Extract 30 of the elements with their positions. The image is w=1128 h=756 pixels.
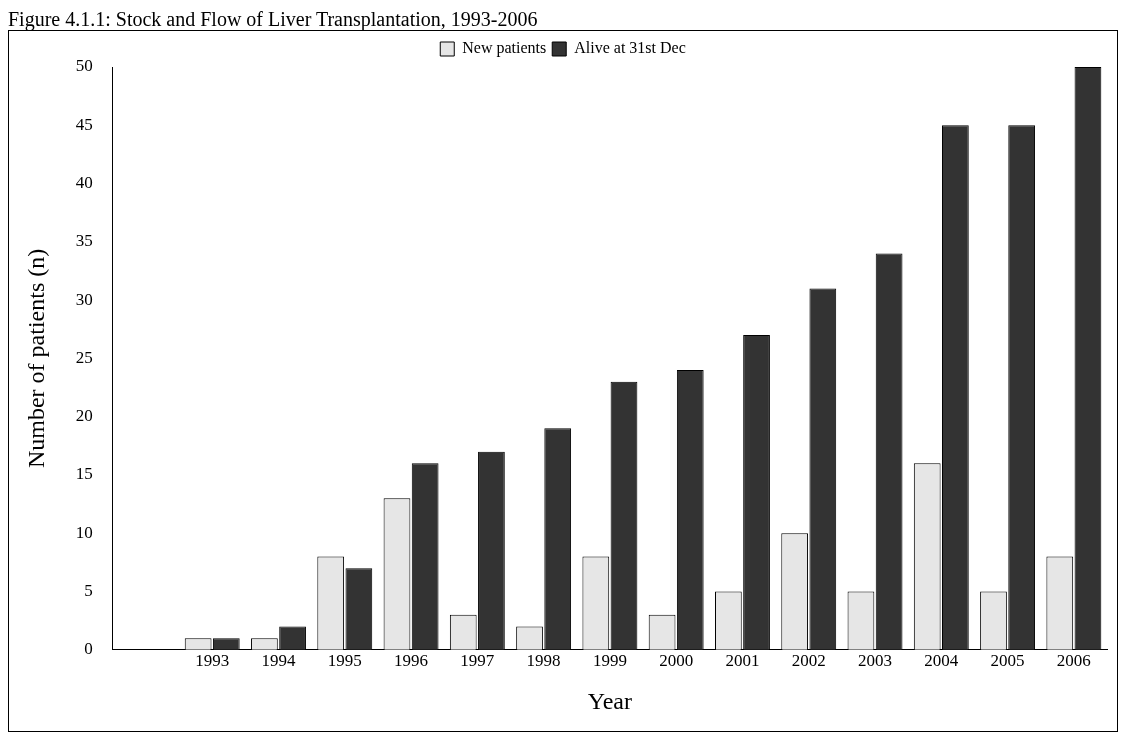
y-tick-label: 30 — [75, 289, 93, 309]
y-axis-title: Number of patients (n) — [22, 248, 49, 469]
chart-title: Figure 4.1.1: Stock and Flow of Liver Transplantation, 1993-2006 — [8, 8, 539, 30]
x-axis-title: Year — [587, 687, 633, 714]
y-tick-label: 0 — [84, 639, 93, 659]
x-tick-label: 2004 — [924, 651, 959, 671]
legend-label: Alive at 31st Dec — [574, 39, 686, 57]
x-tick-label: 2000 — [659, 651, 694, 671]
y-tick-label: 5 — [84, 580, 93, 600]
x-tick-label: 1995 — [327, 651, 362, 671]
x-tick-label: 2001 — [725, 651, 760, 671]
x-tick-label: 1998 — [526, 651, 561, 671]
y-tick-label: 15 — [75, 464, 93, 484]
y-tick-label: 50 — [75, 56, 93, 76]
y-tick-label: 35 — [75, 231, 93, 251]
legend-label: New patients — [462, 39, 547, 58]
x-tick-label: 1996 — [394, 651, 429, 671]
y-tick-label: 20 — [75, 406, 93, 426]
x-tick-label: 2002 — [791, 651, 826, 671]
y-tick-label: 10 — [75, 522, 93, 542]
x-tick-label: 2003 — [858, 651, 893, 671]
y-tick-label: 25 — [75, 347, 93, 367]
y-tick-label: 45 — [75, 114, 93, 134]
x-tick-label: 1994 — [261, 651, 296, 671]
x-tick-label: 1997 — [460, 651, 495, 671]
x-tick-label: 2006 — [1056, 651, 1091, 671]
x-tick-label: 1993 — [195, 651, 230, 671]
x-tick-label: 2005 — [990, 651, 1025, 671]
y-tick-label: 40 — [75, 173, 93, 193]
x-tick-label: 1999 — [592, 651, 627, 671]
